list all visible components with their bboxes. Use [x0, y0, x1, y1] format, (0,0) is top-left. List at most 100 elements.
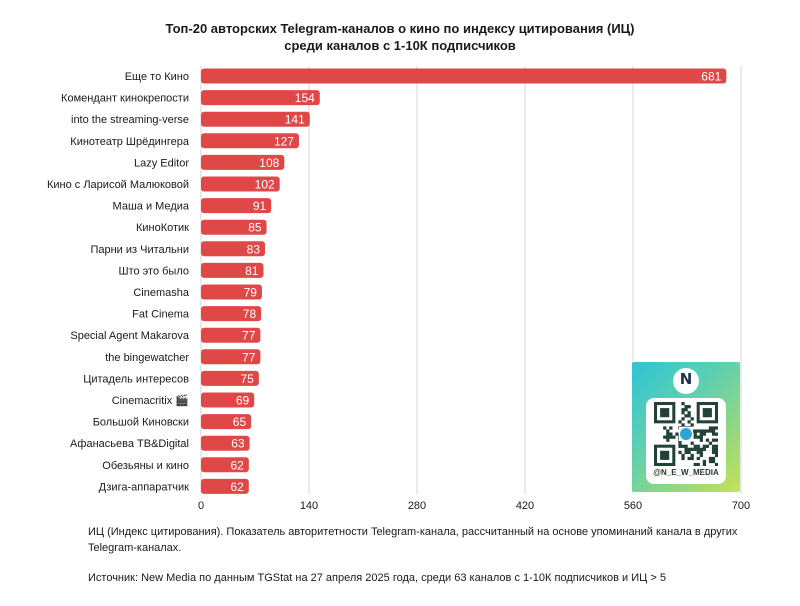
- qr-module: [690, 447, 694, 451]
- qr-module: [666, 438, 670, 442]
- qr-module: [681, 411, 685, 415]
- qr-module: [696, 450, 700, 455]
- data-label: 102: [255, 178, 275, 192]
- bar: [201, 306, 262, 322]
- bar: [201, 414, 252, 430]
- qr-module: [690, 453, 694, 458]
- qr-module: [714, 450, 718, 455]
- qr-module: [702, 429, 707, 433]
- category-label: Большой Киновски: [93, 417, 189, 429]
- qr-module: [678, 441, 682, 445]
- bar: [201, 349, 261, 365]
- bar: [201, 219, 267, 235]
- category-label: Fat Cinema: [132, 309, 190, 321]
- qr-module: [702, 459, 707, 464]
- qr-module: [705, 444, 710, 448]
- data-label: 681: [701, 70, 721, 84]
- qr-module: [699, 432, 703, 436]
- data-label: 83: [247, 242, 261, 256]
- x-axis-ticks: 0 140 280 420 560 700: [198, 500, 750, 512]
- x-tick-label: 420: [516, 500, 534, 512]
- data-label: 62: [230, 458, 244, 472]
- category-label: Обезьяны и кино: [102, 460, 189, 472]
- qr-module: [669, 432, 673, 436]
- qr-module: [711, 438, 716, 442]
- qr-module: [696, 447, 700, 451]
- chart-title-line-2: среди каналов с 1-10К подписчиков: [284, 38, 516, 53]
- qr-module: [663, 435, 667, 439]
- qr-module: [684, 414, 688, 418]
- bar-chart: Еще то Кино Комендант кинокрепости into th…: [47, 66, 750, 512]
- qr-module: [711, 456, 716, 461]
- qr-module: [699, 450, 703, 455]
- qr-module: [705, 429, 710, 433]
- qr-module: [669, 426, 673, 430]
- qr-module: [684, 444, 688, 448]
- qr-module: [696, 462, 700, 466]
- category-label: Cinemasha: [133, 287, 190, 299]
- qr-module: [681, 453, 685, 458]
- qr-module: [711, 447, 716, 451]
- qr-module: [708, 441, 713, 445]
- qr-module: [687, 405, 691, 409]
- bar: [201, 176, 280, 192]
- qr-module: [702, 432, 707, 436]
- qr-module: [693, 447, 697, 451]
- category-label: Афанасьева ТВ&Digital: [70, 438, 189, 450]
- bar: [201, 392, 255, 408]
- qr-module: [693, 444, 697, 448]
- bar: [201, 241, 266, 257]
- qr-module: [699, 453, 703, 458]
- bar: [201, 90, 320, 106]
- data-label: 63: [231, 437, 245, 451]
- qr-module: [696, 444, 700, 448]
- qr-module: [687, 447, 691, 451]
- category-label: Комендант кинокрепости: [61, 93, 189, 105]
- qr-module: [696, 456, 700, 461]
- qr-module: [714, 444, 718, 448]
- qr-module: [663, 426, 667, 430]
- x-tick-label: 560: [624, 500, 642, 512]
- telegram-icon: [680, 428, 692, 440]
- qr-module: [711, 426, 716, 430]
- qr-module: [693, 429, 697, 433]
- data-label: 62: [230, 480, 244, 494]
- brand-logo-letter: N: [679, 370, 693, 388]
- qr-module: [669, 435, 673, 439]
- qr-module: [681, 408, 685, 412]
- x-tick-label: 140: [300, 500, 318, 512]
- data-label: 85: [248, 221, 262, 235]
- qr-card[interactable]: N @N_E_W_MEDIA: [632, 362, 740, 492]
- category-label: into the streaming-verse: [71, 114, 189, 126]
- qr-module: [711, 432, 716, 436]
- data-label: 154: [295, 91, 315, 105]
- data-label: 77: [242, 329, 256, 343]
- qr-module: [714, 447, 718, 451]
- data-label: 81: [245, 264, 259, 278]
- category-label: Special Agent Makarova: [70, 330, 190, 342]
- qr-panel: @N_E_W_MEDIA: [646, 398, 726, 484]
- qr-module: [684, 405, 688, 409]
- qr-module: [690, 441, 694, 445]
- bars: [201, 68, 727, 494]
- qr-module: [693, 432, 697, 436]
- source-note: Источник: New Media по данным TGStat на …: [88, 572, 666, 584]
- qr-module: [696, 435, 700, 439]
- qr-module: [702, 447, 707, 451]
- qr-module: [684, 450, 688, 455]
- bar: [201, 154, 285, 170]
- qr-module: [681, 402, 685, 406]
- category-label: Cinemacritix 🎬: [112, 394, 189, 407]
- qr-module: [708, 426, 713, 430]
- data-label: 141: [285, 113, 305, 127]
- brand-logo: N: [673, 368, 699, 394]
- bar: [201, 68, 727, 84]
- qr-module: [678, 450, 682, 455]
- qr-module: [684, 447, 688, 451]
- data-label: 69: [236, 394, 250, 408]
- category-labels: Еще то Кино Комендант кинокрепости into th…: [47, 71, 190, 493]
- qr-module: [714, 426, 718, 430]
- data-label: 108: [259, 156, 279, 170]
- data-label: 78: [243, 307, 257, 321]
- bar: [201, 478, 249, 494]
